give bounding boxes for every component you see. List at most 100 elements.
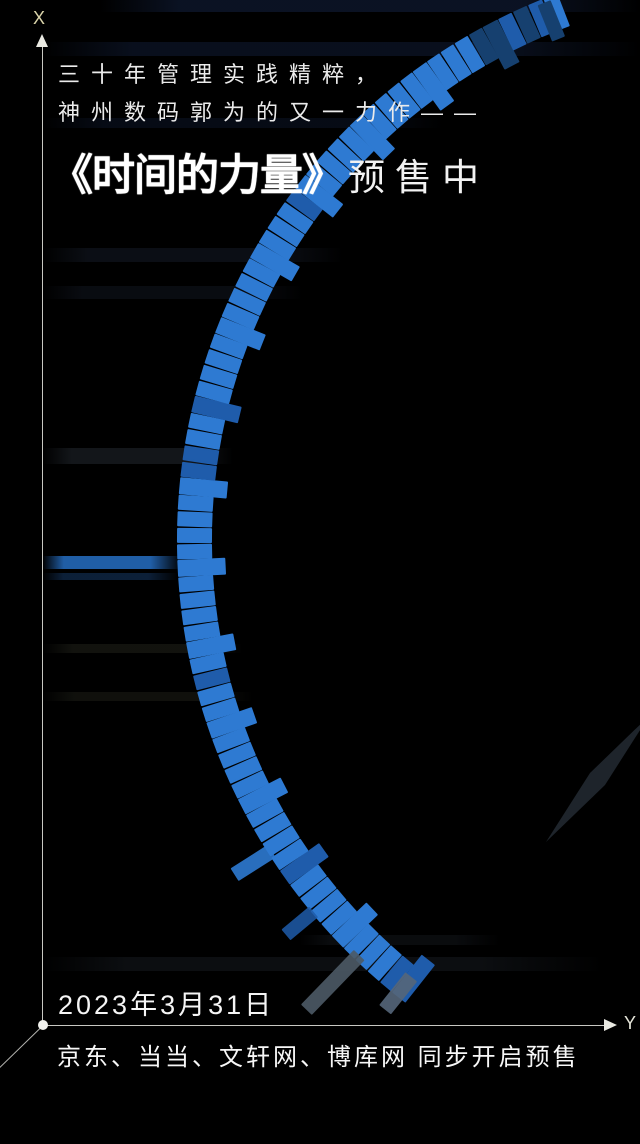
glitch-streak [100, 0, 640, 12]
clock-tick [246, 798, 284, 828]
clock-tick [412, 62, 454, 111]
x-axis-label: X [33, 8, 47, 28]
clock-tick [427, 53, 459, 91]
clock-tick [238, 777, 288, 815]
clock-tick [181, 606, 218, 626]
clock-tick [204, 349, 243, 374]
clock-tick [513, 6, 541, 44]
clock-tick [182, 445, 220, 466]
clock-tick [178, 477, 229, 499]
clock-tick [176, 527, 213, 544]
clock-tick [250, 243, 300, 282]
release-date: 2023年3月31日 [58, 990, 275, 1020]
clock-tick [267, 216, 305, 247]
clock-tick [189, 652, 227, 675]
clock-tick [201, 697, 240, 722]
clock-tick [215, 317, 266, 351]
clock-tick [379, 972, 417, 1014]
glitch-streak [43, 957, 603, 971]
clock-tick [537, 0, 565, 42]
clock-tick [197, 682, 235, 707]
y-axis-label: Y [624, 1013, 637, 1033]
clock-tick [316, 150, 353, 185]
clock-tick [440, 44, 472, 82]
clock-tick [350, 114, 395, 160]
tagline-line1: 三十年管理实践精粹， [58, 62, 389, 87]
retailers-line: 京东、当当、文轩网、博库网 同步开启预售 [57, 1044, 580, 1071]
clock-tick [375, 93, 409, 129]
clock-tick [183, 621, 221, 642]
clock-tick [185, 429, 222, 450]
clock-tick [300, 876, 337, 910]
clock-tick [482, 19, 520, 70]
origin-point [38, 1020, 48, 1030]
clock-tick [306, 163, 343, 197]
clock-tick [179, 590, 216, 609]
clock-tick [177, 511, 213, 528]
clock-tick [387, 82, 421, 119]
clock-tick [380, 955, 414, 992]
watch-hand [546, 724, 640, 842]
clock-tick [178, 574, 215, 593]
clock-tick [231, 770, 269, 799]
clock-tick [339, 126, 374, 162]
clock-tick [195, 380, 233, 404]
y-axis-arrow-icon [604, 1019, 617, 1031]
clock-tick [224, 756, 263, 784]
clock-tick [206, 707, 257, 739]
clock-tick [280, 843, 329, 885]
clock-tick [188, 412, 226, 435]
clock-tick [228, 287, 266, 316]
clock-tick [212, 727, 250, 754]
clock-tick [355, 934, 390, 970]
tagline: 三十年管理实践精粹， 神州数码郭为的又一力作—— [58, 56, 487, 132]
glitch-streak [300, 935, 500, 945]
clock-tick [186, 633, 237, 659]
clock-tick [199, 364, 238, 389]
clock-tick [400, 72, 433, 109]
clock-tick [332, 902, 378, 948]
clock-tick [362, 103, 397, 140]
clock-tick [230, 845, 276, 881]
glitch-streak [43, 644, 243, 653]
clock-tick [177, 557, 227, 577]
clock-tick [368, 945, 402, 981]
clock-tick [454, 36, 485, 74]
clock-tick [321, 900, 357, 935]
clock-tick [301, 950, 365, 1015]
clock-tick [310, 889, 347, 923]
y-axis-line [43, 1025, 607, 1026]
clock-tick [286, 189, 323, 222]
clock-tick [281, 906, 318, 940]
clock-tick [254, 812, 292, 843]
clock-tick [259, 229, 296, 261]
clock-tick [327, 138, 363, 173]
clock-tick [180, 461, 217, 481]
clock-tick [242, 258, 281, 288]
clock-tick [469, 27, 499, 66]
glitch-streak [43, 692, 253, 701]
clock-tick [209, 333, 248, 360]
glitch-streak [43, 118, 443, 128]
clock-tick [177, 494, 214, 512]
x-axis-line [42, 46, 43, 1025]
clock-tick [235, 273, 273, 302]
clock-tick [191, 395, 242, 424]
clock-tick [498, 12, 527, 51]
clock-tick [295, 175, 343, 218]
clock-tick [276, 202, 314, 234]
tagline-line2: 神州数码郭为的又一力作—— [58, 100, 488, 125]
clock-tick [221, 303, 260, 330]
book-title: 《时间的力量》 [50, 152, 345, 200]
main-title: 《时间的力量》 预售中 [50, 141, 489, 203]
x-axis-arrow-icon [36, 34, 48, 47]
glitch-streak [43, 573, 178, 580]
glitch-streak [43, 556, 181, 569]
presale-status: 预售中 [348, 157, 489, 198]
clock-tick [290, 864, 327, 897]
clock-tick [176, 543, 213, 560]
